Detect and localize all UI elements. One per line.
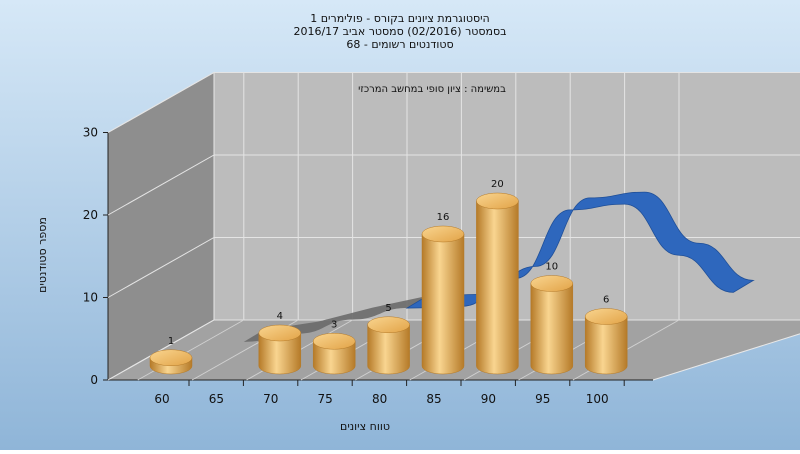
y-tick-label: 0 <box>90 373 98 387</box>
y-axis-label: מספר סטודנטים <box>36 217 49 293</box>
bar <box>367 324 410 375</box>
bar-top <box>312 333 356 350</box>
x-tick-label: 70 <box>263 392 278 406</box>
bar-group: 6 <box>584 295 628 375</box>
bar-group: 5 <box>367 303 410 375</box>
x-tick-label: 80 <box>372 392 387 406</box>
chart-title-line-2: בסמסטר (02/2016) סמסטר אביב 2016/17 <box>293 25 506 38</box>
bar-top <box>367 316 410 333</box>
x-tick-label: 90 <box>481 392 496 406</box>
bar-group: 10 <box>530 262 574 375</box>
bar-top <box>584 308 628 325</box>
bar <box>258 332 302 375</box>
x-tick-label: 85 <box>426 392 441 406</box>
bar <box>312 341 356 375</box>
distribution-curve <box>405 191 755 309</box>
bar <box>530 283 574 375</box>
bar-group: 3 <box>312 319 356 375</box>
chart-title-line-3: סטודנטים רשומים - 68 <box>346 38 453 51</box>
x-tick-label: 60 <box>154 392 169 406</box>
gridline-y <box>107 72 800 133</box>
bar-top <box>476 192 519 210</box>
y-tick-label: 30 <box>83 126 98 140</box>
x-tick-label: 65 <box>209 392 224 406</box>
x-tick-label: 75 <box>318 392 333 406</box>
bar-data-label: 1 <box>168 336 174 347</box>
bar-data-label: 3 <box>331 319 337 330</box>
bar-group: 4 <box>258 311 302 375</box>
bar-top <box>149 349 193 366</box>
bar-group: 1 <box>149 336 193 375</box>
bar-data-label: 20 <box>491 179 504 190</box>
bar <box>421 233 465 375</box>
bar-top <box>530 275 574 292</box>
x-tick-label: 95 <box>535 392 550 406</box>
y-tick-label: 10 <box>83 291 98 305</box>
bar-top <box>258 324 302 342</box>
bar <box>584 316 628 375</box>
bar-data-label: 10 <box>545 262 558 273</box>
x-tick-label: 100 <box>586 392 609 406</box>
chart-titles: היסטוגרמת ציונים בקורס - פולימרים 1 בסמס… <box>293 12 506 51</box>
bar-data-label: 4 <box>277 311 283 322</box>
gridline-y <box>107 319 800 381</box>
bar-data-label: 16 <box>437 212 450 223</box>
bar-data-label: 6 <box>603 295 609 306</box>
y-tick-label: 20 <box>83 208 98 222</box>
bar-group: 20 <box>476 179 519 375</box>
bar <box>476 200 519 375</box>
chart-title-line-1: היסטוגרמת ציונים בקורס - פולימרים 1 <box>310 12 489 25</box>
chart-subtitle: במשימה : ציון סופי במחשב המרכזי <box>358 84 506 95</box>
x-axis-label: טווח ציונים <box>340 420 390 433</box>
bar-data-label: 5 <box>385 303 391 314</box>
bar-group: 16 <box>421 212 465 375</box>
bar-top <box>421 225 465 243</box>
gridline-y <box>107 154 800 216</box>
gridline-y <box>107 237 800 298</box>
